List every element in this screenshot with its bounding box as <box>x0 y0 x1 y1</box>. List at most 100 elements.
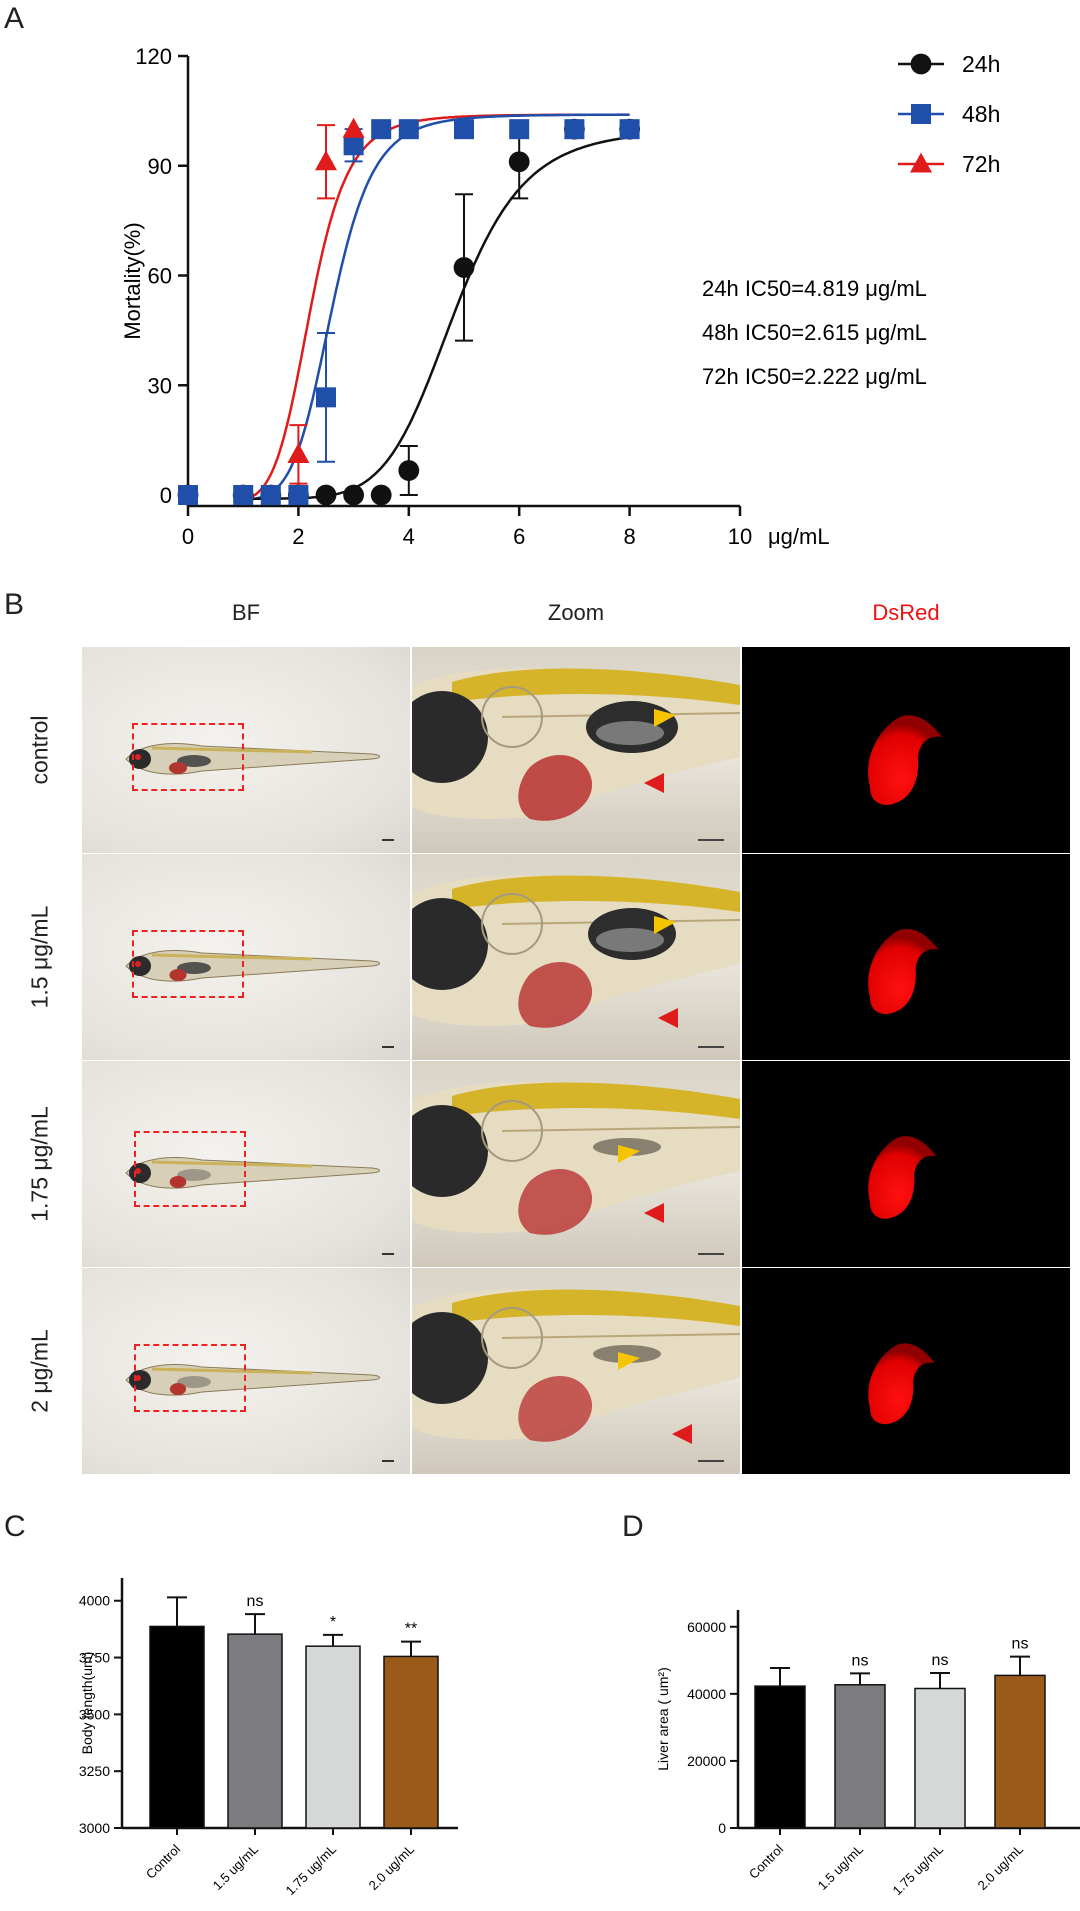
zoom-image <box>412 854 740 1060</box>
y-tick-label: 90 <box>148 154 172 179</box>
x-tick-label: 2.0 ug/mL <box>975 1842 1026 1893</box>
y-tick-label: 0 <box>160 483 172 508</box>
data-point-72h <box>287 443 310 463</box>
larva-icon <box>125 950 380 982</box>
legend-label-24h: 24h <box>962 51 1000 77</box>
bf-image <box>82 1061 410 1267</box>
y-tick-label: 0 <box>718 1820 726 1836</box>
liver-fluorescence-icon <box>868 1136 937 1219</box>
bar-1-5-ug-ml <box>834 1684 886 1829</box>
y-tick-label: 3000 <box>79 1820 110 1836</box>
y-tick-label: 3500 <box>79 1706 110 1722</box>
bar-1-75-ug-ml <box>305 1645 361 1829</box>
y-tick-label: 4000 <box>79 1593 110 1609</box>
yellow-arrowhead-icon <box>654 709 676 727</box>
column-header-bf: BF <box>231 600 261 625</box>
zoomed-larva-icon <box>412 1289 740 1444</box>
fit-curve-48h <box>243 113 630 502</box>
legend-label-48h: 48h <box>962 101 1000 127</box>
dsred-image <box>742 1268 1070 1474</box>
significance-label: ns <box>932 1652 949 1669</box>
zoomed-larva-icon <box>412 875 740 1028</box>
data-point-48h <box>454 119 474 140</box>
y-axis-label: Mortality(%) <box>120 222 145 339</box>
legend-marker-72h <box>910 152 932 173</box>
x-tick-label: 10 <box>728 524 752 549</box>
liver-fluorescence-icon <box>868 1343 935 1425</box>
zoom-image <box>412 1061 740 1267</box>
data-point-72h <box>342 117 365 138</box>
data-point-48h <box>343 135 364 156</box>
bf-image <box>82 1268 410 1474</box>
y-tick-label: 40000 <box>687 1686 726 1702</box>
dsred-image <box>742 854 1070 1060</box>
bar-2-0-ug-ml <box>994 1674 1046 1829</box>
zoom-image <box>412 647 740 853</box>
y-tick-label: 3250 <box>79 1763 110 1779</box>
yellow-arrowhead-icon <box>618 1352 640 1370</box>
significance-label: ns <box>852 1652 869 1669</box>
y-tick-label: 30 <box>148 373 172 398</box>
bar-2-0-ug-ml <box>383 1655 439 1829</box>
red-arrowhead-icon <box>672 1424 692 1444</box>
y-axis-label: Liver area ( um²) <box>655 1667 671 1770</box>
yellow-arrowhead-icon <box>618 1145 640 1163</box>
x-tick-label: 4 <box>403 524 415 549</box>
panel-letter-d: D <box>622 1510 644 1543</box>
larva-icon <box>125 1157 380 1189</box>
zoom-image <box>412 1268 740 1474</box>
mortality-chart: 0 30 60 90 120 0 2 4 6 8 10 μg/mL Mortality(%) 24h 48h… <box>120 44 1000 549</box>
significance-label: ns <box>247 1593 264 1610</box>
bar-1-75-ug-ml <box>914 1687 966 1829</box>
data-point-72h <box>315 150 337 171</box>
y-tick-label: 3750 <box>79 1650 110 1666</box>
data-point-24h <box>343 484 364 506</box>
ic50-annotation: 24h IC50=4.819 μg/mL <box>702 276 927 301</box>
x-axis-label: μg/mL <box>768 524 830 549</box>
significance-label: ns <box>1012 1636 1029 1653</box>
data-point-48h <box>260 485 281 506</box>
red-arrowhead-icon <box>644 773 664 793</box>
dsred-image <box>742 1061 1070 1267</box>
data-point-24h <box>508 151 530 173</box>
zoomed-larva-icon <box>412 1082 740 1235</box>
ic50-annotation: 48h IC50=2.615 μg/mL <box>702 320 927 345</box>
x-tick-label: 1.75 ug/mL <box>890 1842 947 1899</box>
x-tick-label: 1.5 ug/mL <box>815 1842 866 1893</box>
x-tick-label: 0 <box>182 524 194 549</box>
column-header-dsred: DsRed <box>872 600 940 625</box>
data-point-24h <box>453 257 475 278</box>
liver-fluorescence-icon <box>868 715 942 805</box>
red-arrowhead-icon <box>658 1008 678 1028</box>
larva-icon <box>125 1364 380 1396</box>
legend-marker-48h <box>911 104 931 124</box>
yellow-arrowhead-icon <box>654 916 676 934</box>
x-tick-label: 2 <box>292 524 304 549</box>
data-point-24h <box>370 484 392 506</box>
y-tick-label: 20000 <box>687 1753 726 1769</box>
legend-label-72h: 72h <box>962 151 1000 177</box>
data-point-48h <box>619 119 640 140</box>
bf-image <box>82 647 410 853</box>
liver-fluorescence-icon <box>868 928 939 1015</box>
panel-letter-c: C <box>4 1510 26 1543</box>
data-point-48h <box>371 119 392 140</box>
data-point-48h <box>178 485 198 506</box>
data-point-48h <box>564 119 585 140</box>
red-arrowhead-icon <box>644 1203 664 1223</box>
column-header-zoom: Zoom <box>547 600 605 625</box>
y-tick-label: 60 <box>148 264 172 289</box>
data-point-48h <box>509 119 530 140</box>
data-point-24h <box>315 484 337 506</box>
data-point-48h <box>398 119 419 140</box>
larva-icon <box>125 743 380 775</box>
bf-image <box>82 854 410 1060</box>
panel-letter-b: B <box>4 588 25 621</box>
bar-1-5-ug-ml <box>227 1633 283 1829</box>
significance-label: ** <box>405 1621 417 1638</box>
bar-control <box>754 1685 806 1829</box>
data-point-48h <box>288 485 309 506</box>
data-point-48h <box>233 485 254 506</box>
